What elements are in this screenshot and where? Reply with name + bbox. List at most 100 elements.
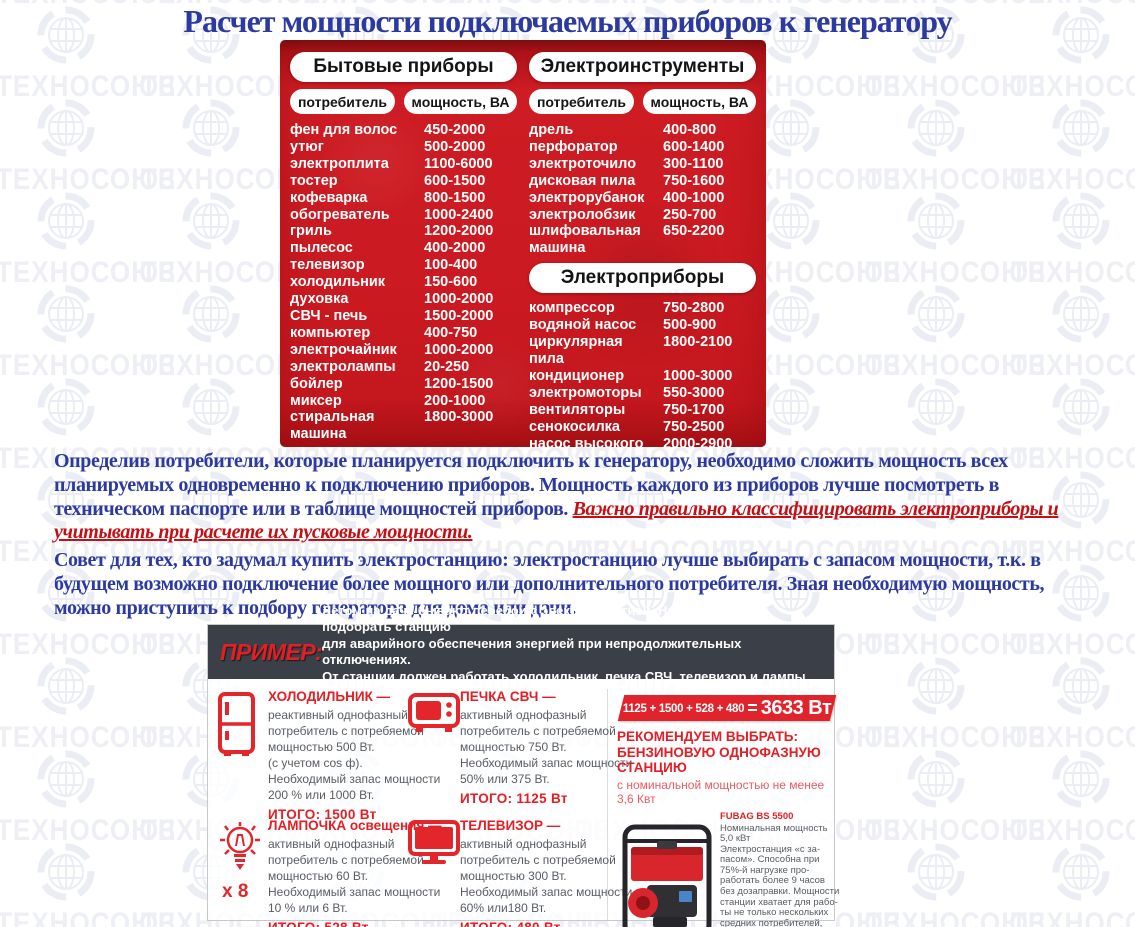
column-header-power: мощность, ВА bbox=[643, 89, 756, 114]
table-row: дрель 400-800 bbox=[529, 122, 756, 139]
table-row: дисковая пила 750-1600 bbox=[529, 173, 756, 190]
device-name: тостер bbox=[290, 172, 338, 189]
item-title: ЛАМПОЧКА освещения — bbox=[268, 818, 442, 833]
device-name: миксер bbox=[290, 392, 342, 409]
table-row: водяной насос 500-900 bbox=[529, 317, 756, 334]
tools-rows: дрель 400-800 перфоратор 600-1400 электр… bbox=[529, 122, 756, 257]
recommend-line-2: БЕНЗИНОВУЮ ОДНОФАЗНУЮ СТАНЦИЮ bbox=[617, 744, 821, 776]
table-row: компьютер 400-750 bbox=[290, 325, 517, 342]
device-name: вентиляторы bbox=[529, 401, 626, 418]
table-row: сенокосилка 750-2500 bbox=[529, 419, 756, 436]
example-item-fridge: ХОЛОДИЛЬНИК — реактивный однофазный потр… bbox=[216, 689, 440, 822]
table-row: миксер 200-1000 bbox=[290, 393, 517, 410]
appliances-rows: компрессор 750-2800 водяной насос 500-90… bbox=[529, 300, 756, 469]
column-header-power: мощность, ВА bbox=[404, 89, 517, 114]
sum-result: 3633 Вт bbox=[760, 696, 832, 719]
table-row: тостер 600-1500 bbox=[290, 173, 517, 190]
device-power: 200-1000 bbox=[424, 392, 486, 409]
device-name: холодильник bbox=[290, 274, 386, 291]
generator-model: FUBAG BS 5500 bbox=[720, 810, 794, 822]
example-item-microwave: ПЕЧКА СВЧ — активный однофазный потребит… bbox=[408, 689, 632, 818]
section-title-appliances: Электроприборы bbox=[529, 263, 756, 294]
device-power: 600-1500 bbox=[424, 172, 486, 189]
table-row: циркулярная пила 1800-2100 bbox=[529, 334, 756, 368]
device-power: 1000-3000 bbox=[663, 367, 733, 384]
device-name: электролобзик bbox=[529, 206, 636, 223]
item-total: ИТОГО: 1125 Вт bbox=[460, 791, 568, 806]
device-power: 650-2200 bbox=[663, 223, 725, 240]
table-row: фен для волос 450-2000 bbox=[290, 122, 517, 139]
device-power: 400-2000 bbox=[424, 240, 486, 257]
table-row: холодильник 150-600 bbox=[290, 274, 517, 291]
recommend-line-3: с номинальной мощностью не менее 3,6 Квт bbox=[617, 777, 825, 806]
device-name: насос высокого давления bbox=[529, 435, 644, 469]
item-total: ИТОГО: 1500 Вт bbox=[268, 807, 377, 822]
device-name: дрель bbox=[529, 122, 574, 138]
recommend-line-1: РЕКОМЕНДУЕМ ВЫБРАТЬ: bbox=[617, 729, 798, 744]
fridge-icon bbox=[216, 689, 268, 818]
table-row: электроплита 1100-6000 bbox=[290, 156, 517, 173]
example-intro: Летом на даче бывают перебои с электроэн… bbox=[322, 602, 806, 701]
device-name: электрорубанок bbox=[529, 189, 645, 206]
device-power: 1800-3000 bbox=[424, 409, 494, 426]
paragraph-calculation: Определив потребители, которые планирует… bbox=[54, 450, 1092, 545]
example-header: ПРИМЕР: Летом на даче бывают перебои с э… bbox=[208, 603, 834, 700]
table-row: утюг 500-2000 bbox=[290, 139, 517, 156]
device-power: 400-800 bbox=[663, 122, 717, 138]
device-power: 1200-2000 bbox=[424, 223, 494, 240]
table-row: кофеварка 800-1500 bbox=[290, 190, 517, 207]
device-power: 800-1500 bbox=[424, 189, 486, 206]
device-power: 450-2000 bbox=[424, 122, 486, 138]
device-power: 750-1700 bbox=[663, 401, 725, 418]
item-total: ИТОГО: 480 Вт bbox=[460, 920, 632, 927]
table-row: насос высокого давления 2000-2900 bbox=[529, 436, 756, 470]
example-box: ПРИМЕР: Летом на даче бывают перебои с э… bbox=[207, 603, 839, 927]
table-row: электролобзик 250-700 bbox=[529, 207, 756, 224]
item-title: ТЕЛЕВИЗОР — bbox=[460, 818, 561, 833]
table-row: перфоратор 600-1400 bbox=[529, 139, 756, 156]
device-power: 500-900 bbox=[663, 317, 717, 334]
device-name: стиральная машина bbox=[290, 409, 375, 443]
device-power: 100-400 bbox=[424, 257, 478, 274]
table-row: электромоторы 550-3000 bbox=[529, 385, 756, 402]
device-power: 250-700 bbox=[663, 206, 717, 223]
page-title: Расчет мощности подключаемых приборов к … bbox=[183, 3, 952, 39]
device-power: 600-1400 bbox=[663, 138, 725, 155]
sum-equation: 1125 + 1500 + 528 + 480 bbox=[622, 702, 745, 714]
power-table: Бытовые приборы потребитель мощность, ВА… bbox=[280, 40, 766, 468]
device-name: электроточило bbox=[529, 155, 637, 172]
recommendation-panel: 1125 + 1500 + 528 + 480 = 3633 Вт РЕКОМЕ… bbox=[608, 689, 839, 927]
table-row: электрорубанок 400-1000 bbox=[529, 190, 756, 207]
table-row: бойлер 1200-1500 bbox=[290, 376, 517, 393]
device-power: 750-2800 bbox=[663, 300, 725, 317]
generator-image bbox=[617, 811, 717, 927]
device-power: 1000-2400 bbox=[424, 206, 494, 223]
household-rows: фен для волос 450-2000 утюг 500-2000 эле… bbox=[290, 122, 517, 443]
table-row: обогреватель 1000-2400 bbox=[290, 207, 517, 224]
example-item-bulb: х 8 ЛАМПОЧКА освещения — активный однофа… bbox=[216, 818, 442, 927]
tv-icon bbox=[408, 818, 460, 927]
column-header-consumer: потребитель bbox=[290, 89, 395, 114]
item-description: активный однофазный потребитель с потреб… bbox=[460, 708, 633, 786]
item-description: активный однофазный потребитель с потреб… bbox=[460, 837, 633, 915]
table-row: стиральная машина 1800-3000 bbox=[290, 409, 517, 443]
device-power: 1000-2000 bbox=[424, 291, 494, 308]
sum-equals: = bbox=[747, 697, 758, 718]
device-name: гриль bbox=[290, 223, 332, 240]
device-name: электроплита bbox=[290, 155, 389, 172]
device-name: кофеварка bbox=[290, 189, 368, 206]
table-row: шлифовальная машина 650-2200 bbox=[529, 223, 756, 257]
section-title-household: Бытовые приборы bbox=[290, 52, 517, 82]
example-column-2: ПЕЧКА СВЧ — активный однофазный потребит… bbox=[408, 689, 632, 927]
device-name: шлифовальная машина bbox=[529, 223, 641, 257]
device-name: фен для волос bbox=[290, 122, 398, 138]
device-name: компрессор bbox=[529, 300, 615, 317]
device-power: 2000-2900 bbox=[663, 435, 733, 452]
item-description: реактивный однофазный потребитель с потр… bbox=[268, 708, 441, 802]
device-power: 750-2500 bbox=[663, 418, 725, 435]
device-name: телевизор bbox=[290, 257, 365, 274]
table-row: вентиляторы 750-1700 bbox=[529, 402, 756, 419]
device-power: 150-600 bbox=[424, 274, 478, 291]
device-power: 500-2000 bbox=[424, 138, 486, 155]
